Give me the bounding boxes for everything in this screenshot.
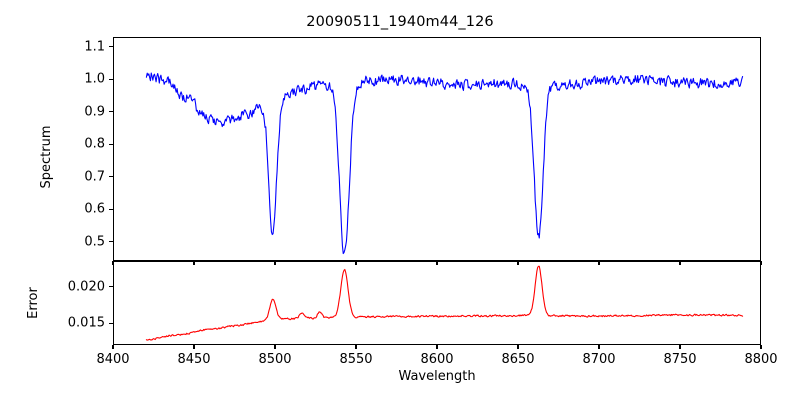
spectrum-x-tick (679, 261, 681, 265)
error-x-tick-label: 8400 (96, 352, 130, 367)
spectrum-trace (145, 72, 744, 255)
error-x-tick (436, 345, 438, 349)
spectrum-x-tick (355, 261, 357, 265)
spectrum-axes (113, 37, 761, 261)
error-x-tick (274, 345, 276, 349)
error-x-tick (355, 345, 357, 349)
spectrum-y-tick (109, 176, 113, 178)
spectrum-y-tick-label: 0.5 (84, 234, 105, 250)
spectrum-x-tick (517, 261, 519, 265)
page-title: 20090511_1940m44_126 (306, 14, 494, 30)
error-y-tick-label: 0.020 (67, 279, 105, 295)
spectrum-y-tick-label: 0.8 (84, 136, 105, 152)
error-x-tick-label: 8650 (501, 352, 535, 367)
spectrum-x-tick (274, 261, 276, 265)
spectrum-x-tick (598, 261, 600, 265)
spectrum-y-tick (109, 111, 113, 113)
error-x-tick-label: 8800 (744, 352, 778, 367)
x-axis-label: Wavelength (398, 369, 476, 384)
error-y-tick (109, 322, 113, 324)
error-y-axis-label: Error (26, 287, 41, 319)
spectrum-y-axis-label: Spectrum (39, 125, 54, 189)
error-x-tick-label: 8550 (339, 352, 373, 367)
error-x-tick (598, 345, 600, 349)
spectrum-y-tick-label: 0.7 (84, 169, 105, 185)
spectrum-y-tick-label: 0.6 (84, 201, 105, 217)
spectrum-y-tick-label: 0.9 (84, 104, 105, 120)
error-axes (113, 261, 761, 345)
error-x-tick (112, 345, 114, 349)
spectrum-x-tick (760, 261, 762, 265)
error-x-tick-label: 8600 (420, 352, 454, 367)
error-x-tick-label: 8450 (177, 352, 211, 367)
spectrum-y-tick (109, 78, 113, 80)
error-x-tick-label: 8700 (582, 352, 616, 367)
error-y-tick-label: 0.015 (67, 315, 105, 331)
error-x-tick (517, 345, 519, 349)
error-x-tick (760, 345, 762, 349)
spectrum-x-tick (436, 261, 438, 265)
spectrum-line-plot (145, 72, 744, 255)
spectrum-y-tick (109, 240, 113, 243)
spectrum-y-tick-label: 1.0 (84, 71, 105, 87)
error-x-tick-label: 8500 (258, 352, 292, 367)
error-x-tick (679, 345, 681, 349)
spectrum-y-tick (109, 208, 113, 210)
spectrum-x-tick (193, 261, 195, 265)
spectrum-y-tick-label: 1.1 (84, 39, 105, 55)
spectrum-y-tick (109, 46, 113, 48)
error-x-tick-label: 8750 (663, 352, 697, 367)
error-x-tick (193, 345, 195, 349)
error-trace (145, 265, 744, 341)
spectrum-y-tick (109, 143, 113, 145)
error-y-tick (109, 286, 113, 288)
spectrum-x-tick (112, 261, 114, 265)
error-line-plot (145, 265, 744, 341)
